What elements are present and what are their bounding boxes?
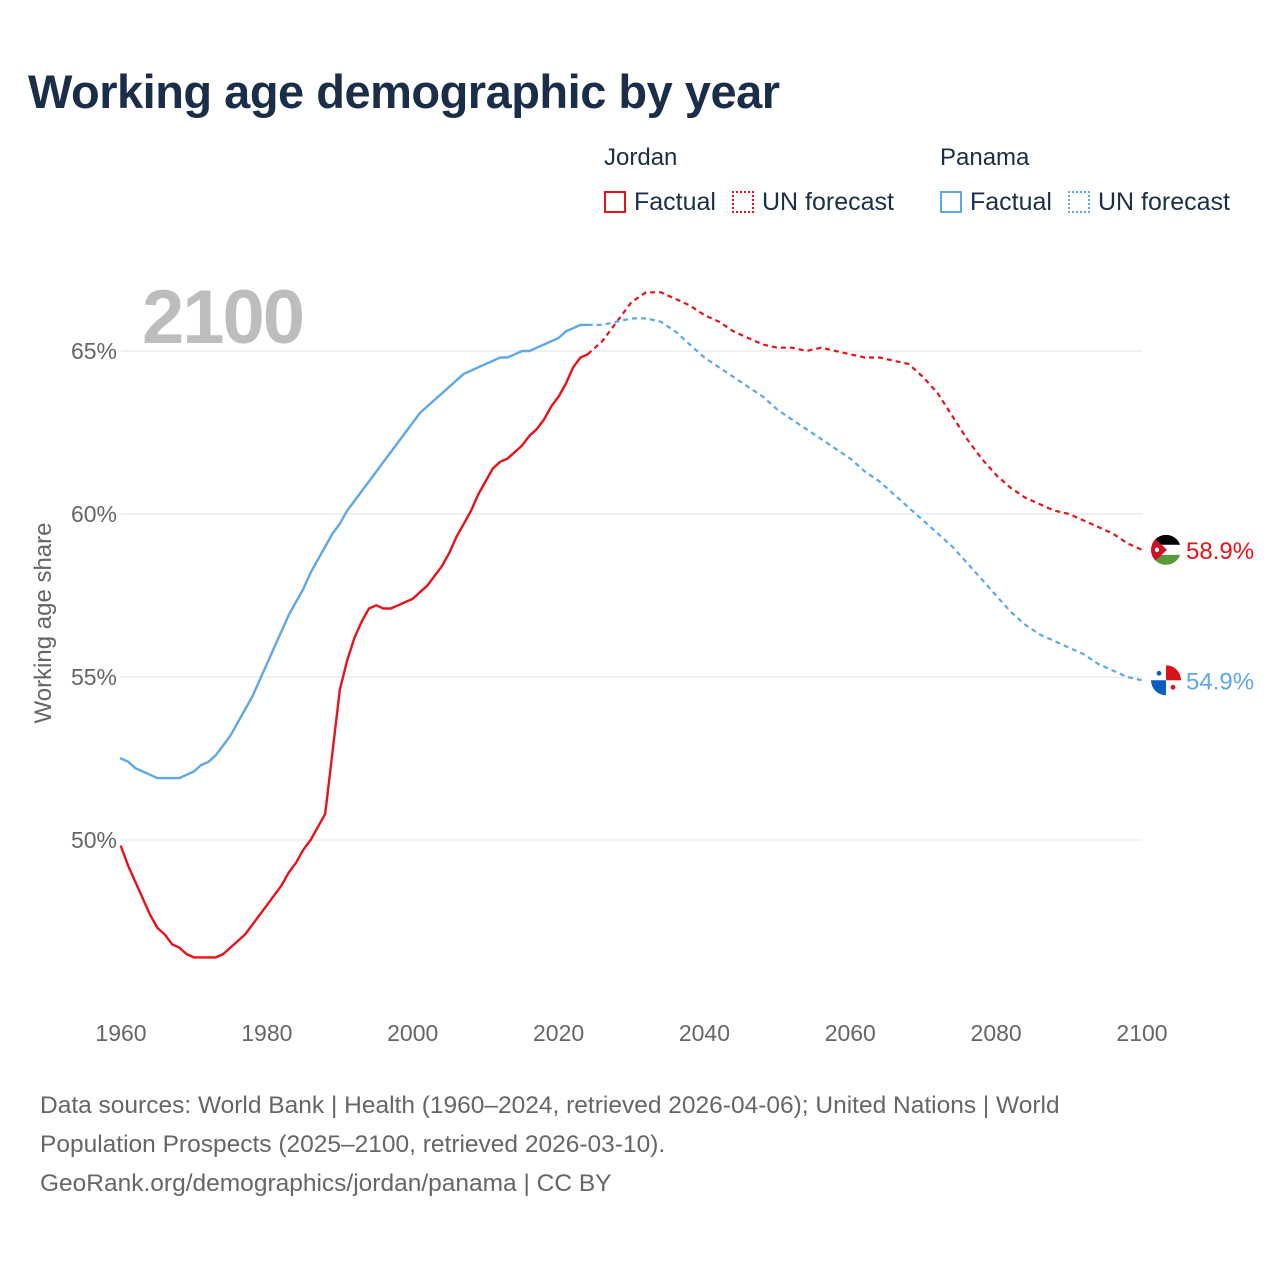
legend-panama-factual[interactable]: Factual xyxy=(940,188,1052,217)
legend-swatch-dotted-icon xyxy=(731,191,754,213)
x-tick-label: 2100 xyxy=(1116,1020,1167,1046)
legend-country-panama: Panama xyxy=(940,144,1030,171)
panama-flag-icon xyxy=(1151,665,1181,696)
x-tick-label: 1980 xyxy=(241,1020,292,1046)
legend-label: Factual xyxy=(634,187,716,216)
legend-swatch-solid-icon xyxy=(940,191,962,213)
x-tick-label: 2060 xyxy=(825,1020,876,1046)
legend-label: UN forecast xyxy=(761,187,894,216)
jordan-flag-icon xyxy=(1151,534,1181,565)
flag-body xyxy=(1151,534,1181,565)
y-tick-label: 65% xyxy=(71,338,117,364)
legend-label: UN forecast xyxy=(1097,187,1230,216)
flag-star xyxy=(1154,547,1160,553)
legend-country-jordan: Jordan xyxy=(604,144,678,171)
flag-star xyxy=(1170,684,1176,690)
legend-jordan: Jordan Factual UN forecast xyxy=(604,144,910,222)
x-tick-label: 2040 xyxy=(679,1020,730,1046)
flag-quadrant xyxy=(1151,680,1166,696)
legend-jordan-factual[interactable]: Factual xyxy=(604,188,716,217)
legend-label: Factual xyxy=(970,187,1052,216)
footer: Data sources: World Bank | Health (1960–… xyxy=(40,1086,1220,1203)
series-line-jordan-factual[interactable] xyxy=(119,353,589,959)
y-tick-label: 55% xyxy=(71,664,117,690)
flag-quadrant xyxy=(1166,665,1181,681)
flag-stripe xyxy=(1151,534,1181,545)
flag-body xyxy=(1151,665,1181,696)
y-tick-label: 60% xyxy=(71,501,117,527)
end-value-label: 58.9% xyxy=(1186,538,1254,565)
y-axis-label: Working age share xyxy=(30,523,57,724)
chart-title: Working age demographic by year xyxy=(28,65,780,118)
x-tick-label: 1960 xyxy=(95,1020,146,1046)
legend-jordan-forecast[interactable]: UN forecast xyxy=(731,187,894,217)
flag-stripe xyxy=(1151,554,1181,565)
series-line-panama-factual[interactable] xyxy=(119,323,589,780)
x-tick-label: 2020 xyxy=(533,1020,584,1046)
x-tick-label: 2080 xyxy=(971,1020,1022,1046)
end-value-label: 54.9% xyxy=(1186,668,1254,695)
legend-panama-forecast[interactable]: UN forecast xyxy=(1067,187,1230,217)
series-line-jordan-forecast[interactable] xyxy=(586,291,1143,551)
footer-line-1: Data sources: World Bank | Health (1960–… xyxy=(40,1092,1060,1119)
legend-swatch-dotted-icon xyxy=(1067,191,1090,213)
series-line-panama-forecast[interactable] xyxy=(587,317,1143,682)
legend-swatch-solid-icon xyxy=(604,191,626,213)
year-display: 2100 xyxy=(142,275,303,360)
footer-source-link[interactable]: GeoRank.org/demographics/jordan/panama |… xyxy=(40,1170,612,1197)
flag-star xyxy=(1156,670,1162,676)
line-chart: 2100 50% 55% 60% 65% 1960 1980 2000 2020 2040 20… xyxy=(30,275,1254,1046)
footer-line-2: Population Prospects (2025–2100, retriev… xyxy=(40,1131,666,1158)
x-tick-label: 2000 xyxy=(387,1020,438,1046)
legend-panama: Panama Factual UN forecast xyxy=(940,144,1246,222)
y-tick-label: 50% xyxy=(71,827,117,853)
